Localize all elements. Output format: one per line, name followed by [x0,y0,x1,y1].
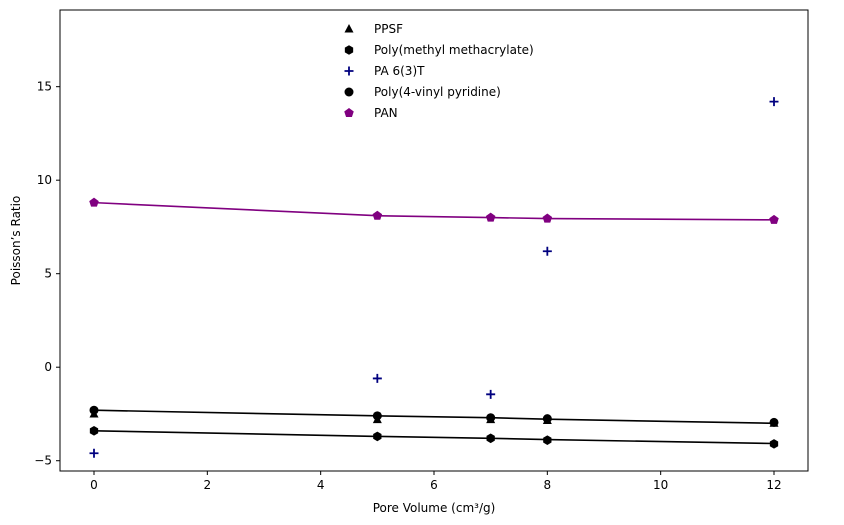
legend-label: Poly(4-vinyl pyridine) [374,85,501,99]
legend-item-ppsf: PPSF [344,22,403,36]
legend-label: PPSF [374,22,403,36]
y-tick-label: 0 [44,360,52,374]
series-poly-4-vinyl-pyridine [89,405,779,427]
legend-label: PAN [374,106,398,120]
data-point-pan [485,212,496,222]
legend-marker-pa-6-3-t [344,66,354,76]
x-tick-label: 4 [317,478,325,492]
data-point-poly-4-vinyl-pyridine [372,411,382,421]
plot-frame [59,9,809,472]
series-pa-6-3-t [89,97,779,458]
legend-item-poly-4-vinyl-pyridine: Poly(4-vinyl pyridine) [344,85,501,99]
fit-line-2 [93,429,775,445]
fit-line-3 [93,201,775,221]
x-axis-ticks: 0 2 4 6 8 10 12 [90,471,782,492]
series-pan [89,197,779,224]
data-point-pa-6-3-t [542,246,552,256]
x-tick-label: 0 [90,478,98,492]
x-tick-label: 6 [430,478,438,492]
legend-marker-ppsf [344,24,354,33]
fit-line-1 [93,409,775,425]
data-point-poly-4-vinyl-pyridine [542,414,552,424]
data-point-pa-6-3-t [769,97,779,107]
legend: PPSF Poly(methyl methacrylate) PA 6(3)T Pol… [344,22,534,120]
data-point-pa-6-3-t [372,373,382,383]
x-tick-label: 8 [544,478,552,492]
data-point-poly-4-vinyl-pyridine [486,413,496,423]
legend-marker-poly-4-vinyl-pyridine [344,87,354,97]
data-point-pa-6-3-t [89,448,99,458]
data-point-poly-methyl-methacrylate [89,425,99,436]
y-tick-label: −5 [34,454,52,468]
y-tick-label: 5 [44,267,52,281]
legend-label: Poly(methyl methacrylate) [374,43,534,57]
data-point-poly-methyl-methacrylate [543,435,552,445]
y-axis-label: Poisson’s Ratio [9,196,23,286]
data-point-pan [372,210,383,220]
x-tick-label: 2 [204,478,212,492]
data-point-poly-4-vinyl-pyridine [89,405,99,415]
data-markers [89,97,779,458]
y-tick-label: 10 [37,173,52,187]
y-axis-ticks: −5 0 5 10 15 [34,80,60,468]
x-tick-label: 10 [653,478,668,492]
series-poly-methyl-methacrylate [89,425,779,449]
legend-marker-pan [344,108,354,118]
data-point-poly-methyl-methacrylate [486,433,495,444]
data-point-pan [769,214,779,224]
legend-item-pa-6-3-t: PA 6(3)T [344,64,425,78]
data-point-poly-methyl-methacrylate [769,439,779,449]
legend-item-pan: PAN [344,106,398,120]
x-axis-label: Pore Volume (cm³/g) [373,501,496,515]
legend-marker-poly-methyl-methacrylate [344,45,354,55]
y-tick-label: 15 [37,80,52,94]
legend-item-poly-methyl-methacrylate: Poly(methyl methacrylate) [344,43,534,57]
x-tick-label: 12 [766,478,781,492]
data-point-poly-4-vinyl-pyridine [769,417,779,427]
data-point-pa-6-3-t [486,389,496,399]
fit-lines [93,201,775,445]
data-point-pan [89,197,99,207]
data-point-pan [542,213,553,223]
legend-label: PA 6(3)T [374,64,425,78]
data-point-poly-methyl-methacrylate [373,431,382,442]
